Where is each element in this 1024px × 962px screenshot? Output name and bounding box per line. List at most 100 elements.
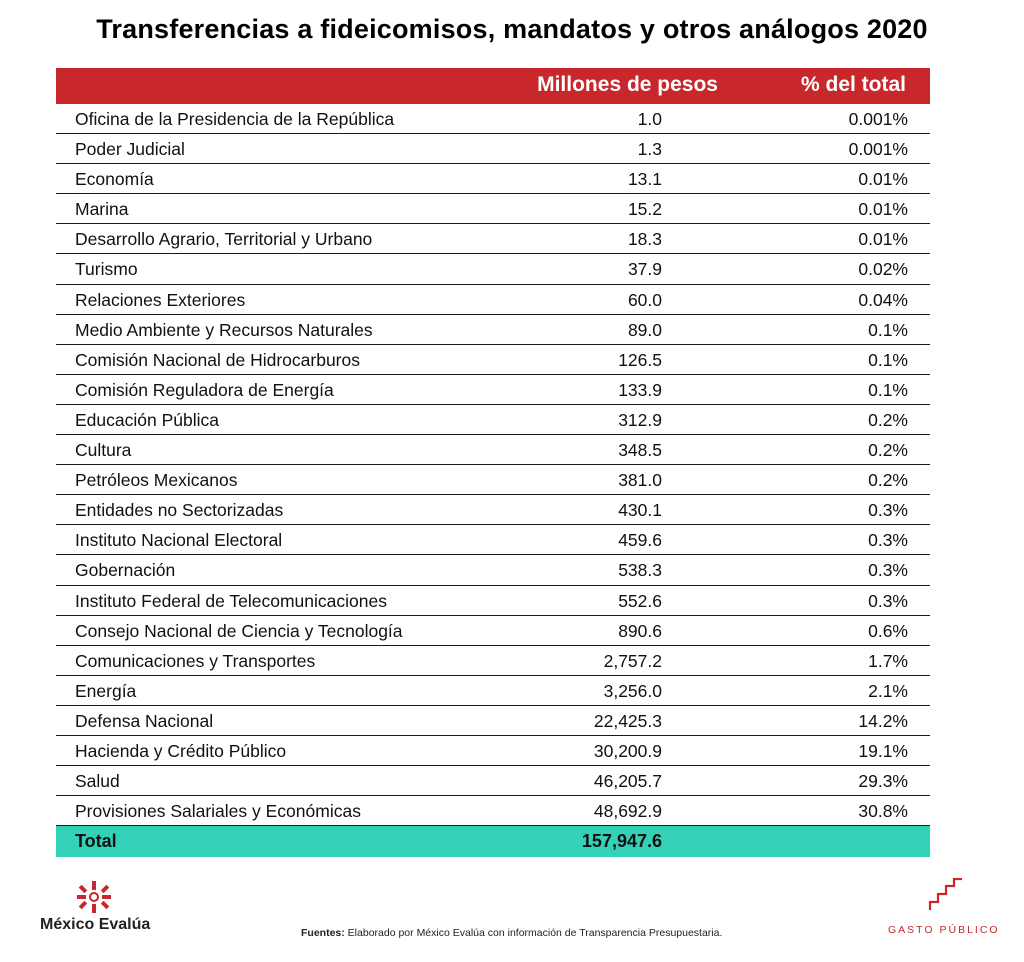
data-table: Millones de pesos % del total Oficina de… — [56, 68, 930, 858]
row-percent: 0.1% — [868, 319, 908, 340]
table-header: Millones de pesos % del total — [56, 68, 930, 104]
row-percent: 0.6% — [868, 620, 908, 641]
row-percent: 0.2% — [868, 470, 908, 491]
row-name: Entidades no Sectorizadas — [75, 500, 284, 521]
table-row: Oficina de la Presidencia de la Repúblic… — [56, 104, 930, 135]
row-amount: 46,205.7 — [593, 771, 662, 792]
row-amount: 18.3 — [627, 229, 662, 250]
row-percent: 29.3% — [858, 771, 908, 792]
table-row: Relaciones Exteriores 60.0 0.04% — [56, 285, 930, 315]
table-row: Poder Judicial 1.3 0.001% — [56, 134, 930, 165]
row-amount: 15.2 — [627, 199, 662, 220]
row-percent: 0.001% — [848, 109, 908, 129]
row-amount: 22,425.3 — [593, 710, 662, 731]
row-name: Hacienda y Crédito Público — [75, 740, 287, 761]
header-percent: % del total — [800, 73, 906, 96]
total-amount: 157,947.6 — [581, 831, 662, 852]
row-percent: 2.1% — [868, 680, 908, 701]
row-percent: 0.3% — [868, 500, 908, 521]
row-name: Comisión Nacional de Hidrocarburos — [75, 349, 360, 370]
row-percent: 0.1% — [868, 379, 908, 400]
row-amount: 348.5 — [618, 440, 662, 461]
row-percent: 14.2% — [858, 710, 908, 731]
row-amount: 430.1 — [618, 500, 662, 521]
table-body: Oficina de la Presidencia de la Repúblic… — [56, 104, 930, 827]
row-amount: 89.0 — [627, 319, 662, 340]
row-amount: 60.0 — [627, 289, 662, 310]
table-row: Cultura 348.5 0.2% — [56, 435, 930, 466]
table-row: Educación Pública 312.9 0.2% — [56, 405, 930, 436]
stairs-icon — [928, 878, 962, 910]
row-amount: 3,256.0 — [603, 680, 662, 701]
row-name: Instituto Nacional Electoral — [75, 530, 283, 551]
table-row: Medio Ambiente y Recursos Naturales 89.0 0… — [56, 315, 930, 345]
gasto-publico-logo: GASTO PÚBLICO — [888, 878, 1008, 938]
table-row: Gobernación 538.3 0.3% — [56, 555, 930, 586]
table-row: Comunicaciones y Transportes 2,757.2 1.7% — [56, 646, 930, 676]
total-row: Total 157,947.6 — [56, 826, 930, 858]
row-amount: 48,692.9 — [593, 801, 662, 822]
row-name: Relaciones Exteriores — [75, 289, 246, 310]
row-percent: 30.8% — [858, 801, 908, 822]
row-percent: 0.001% — [848, 139, 908, 160]
row-name: Cultura — [75, 440, 132, 461]
brand-label: GASTO PÚBLICO — [888, 924, 1000, 936]
row-percent: 0.04% — [858, 289, 908, 310]
table-row: Economía 13.1 0.01% — [56, 164, 930, 195]
row-amount: 552.6 — [618, 590, 662, 611]
row-percent: 0.01% — [858, 169, 908, 190]
row-percent: 0.01% — [858, 199, 908, 220]
table-row: Marina 15.2 0.01% — [56, 194, 930, 225]
table-row: Consejo Nacional de Ciencia y Tecnología… — [56, 616, 930, 646]
total-label: Total — [75, 831, 117, 852]
row-name: Comunicaciones y Transportes — [75, 650, 316, 671]
table-row: Instituto Federal de Telecomunicaciones 5… — [56, 586, 930, 616]
row-name: Educación Pública — [75, 409, 219, 430]
row-name: Medio Ambiente y Recursos Naturales — [75, 319, 373, 340]
table-row: Comisión Nacional de Hidrocarburos 126.5 0… — [56, 345, 930, 375]
row-percent: 0.3% — [868, 530, 908, 551]
row-name: Marina — [75, 199, 129, 220]
row-amount: 133.9 — [618, 379, 662, 400]
row-percent: 0.2% — [868, 409, 908, 430]
row-amount: 1.3 — [637, 139, 662, 160]
row-name: Gobernación — [75, 560, 176, 581]
row-amount: 1.0 — [637, 109, 662, 129]
row-percent: 0.3% — [868, 590, 908, 611]
table-row: Comisión Reguladora de Energía 133.9 0.1% — [56, 375, 930, 405]
row-percent: 0.3% — [868, 560, 908, 581]
row-name: Oficina de la Presidencia de la Repúblic… — [75, 109, 395, 129]
row-amount: 2,757.2 — [603, 650, 662, 671]
row-amount: 312.9 — [618, 409, 662, 430]
row-name: Petróleos Mexicanos — [75, 470, 238, 491]
table-row: Defensa Nacional 22,425.3 14.2% — [56, 706, 930, 736]
row-amount: 890.6 — [618, 620, 662, 641]
row-amount: 538.3 — [618, 560, 662, 581]
row-name: Defensa Nacional — [75, 710, 214, 731]
row-amount: 13.1 — [627, 169, 662, 190]
table-row: Entidades no Sectorizadas 430.1 0.3% — [56, 495, 930, 526]
row-name: Poder Judicial — [75, 139, 185, 160]
table-row: Turismo 37.9 0.02% — [56, 254, 930, 285]
table-row: Hacienda y Crédito Público 30,200.9 19.1% — [56, 736, 930, 767]
row-amount: 459.6 — [618, 530, 662, 551]
source-label: Fuentes: — [301, 927, 345, 939]
row-name: Turismo — [75, 259, 138, 280]
row-name: Consejo Nacional de Ciencia y Tecnología — [75, 620, 403, 641]
header-amount: Millones de pesos — [537, 73, 718, 96]
mexico-evalua-star-icon — [77, 881, 111, 913]
table-row: Energía 3,256.0 2.1% — [56, 676, 930, 706]
row-amount: 30,200.9 — [593, 740, 662, 761]
table-row: Provisiones Salariales y Económicas 48,69… — [56, 796, 930, 827]
row-percent: 0.01% — [858, 229, 908, 250]
row-percent: 0.2% — [868, 440, 908, 461]
page-title: Transferencias a fideicomisos, mandatos … — [96, 14, 928, 44]
row-name: Desarrollo Agrario, Territorial y Urbano — [75, 229, 373, 250]
row-name: Provisiones Salariales y Económicas — [75, 801, 361, 822]
row-percent: 1.7% — [868, 650, 908, 671]
source-text: Elaborado por México Evalúa con informac… — [344, 927, 723, 939]
org-name: México Evalúa — [40, 916, 151, 933]
row-name: Comisión Reguladora de Energía — [75, 379, 334, 400]
row-name: Instituto Federal de Telecomunicaciones — [75, 590, 387, 611]
row-name: Economía — [75, 169, 154, 190]
